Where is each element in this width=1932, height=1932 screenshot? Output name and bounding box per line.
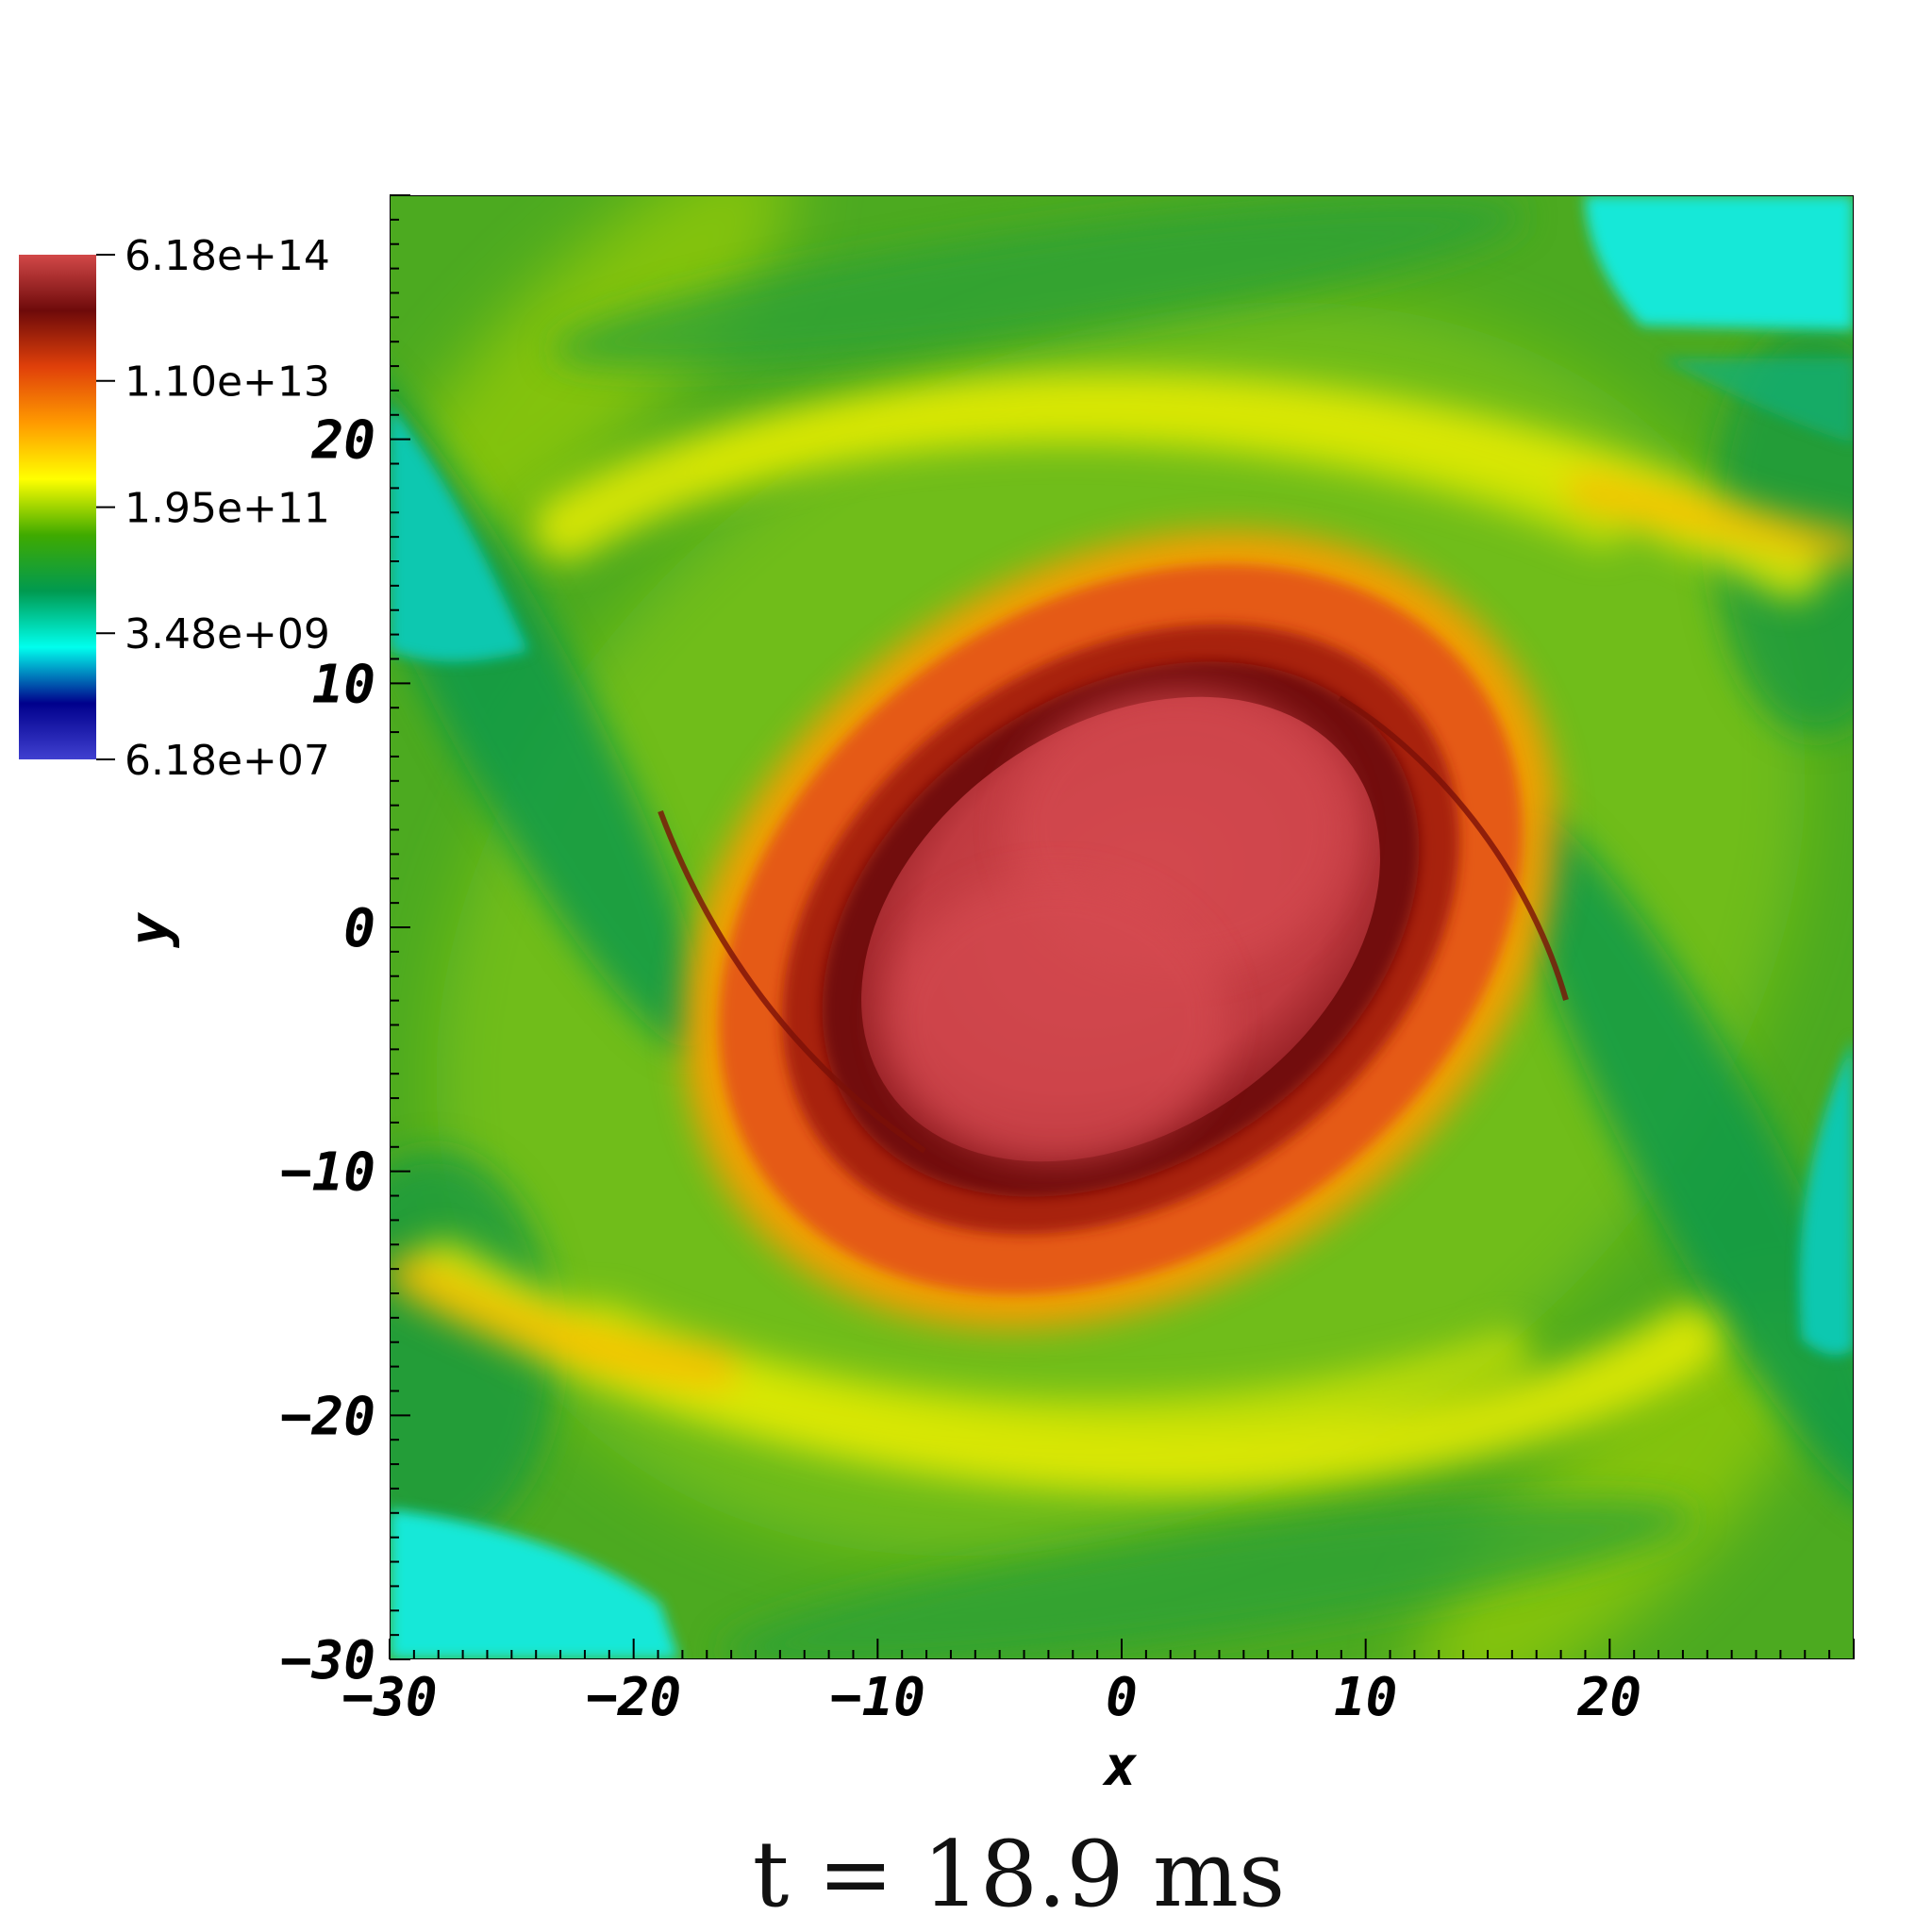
colorbar-tick-label: 6.18e+14 (125, 232, 330, 280)
shock-fronts (658, 695, 1569, 1154)
y-tick-label: −20 (280, 1386, 375, 1447)
x-axis-title: x (1102, 1734, 1138, 1798)
axes: −30 −20 −10 0 10 20 −30 −20 −10 0 10 20 x y (117, 194, 1855, 1798)
y-axis-title: y (117, 911, 181, 948)
colorbar: 6.18e+14 1.10e+13 1.95e+11 3.48e+09 6.18e+07 (19, 232, 330, 785)
dense-core (861, 689, 1380, 1162)
y-tick-label: 0 (343, 898, 375, 959)
low-density-regions (390, 195, 1854, 1659)
x-tick-label: 20 (1577, 1667, 1641, 1728)
colorbar-tick-label: 1.10e+13 (125, 358, 330, 407)
colorbar-bar (19, 255, 96, 759)
y-tick-label: 10 (312, 654, 375, 715)
time-annotation: t = 18.9 ms (753, 1822, 1286, 1927)
y-tick-label: −30 (280, 1630, 375, 1691)
x-tick-label: −30 (341, 1667, 437, 1728)
plot-area (390, 195, 1854, 1659)
yellow-spiral-arms (390, 372, 1854, 1493)
colorbar-ticks: 6.18e+14 1.10e+13 1.95e+11 3.48e+09 6.18e+07 (96, 232, 330, 785)
colorbar-tick-label: 1.95e+11 (125, 485, 330, 533)
x-tick-label: −20 (586, 1667, 681, 1728)
colorbar-tick-label: 3.48e+09 (125, 610, 330, 658)
y-tick-label: 20 (311, 410, 375, 472)
x-tick-label: 10 (1334, 1667, 1397, 1728)
x-tick-label: −10 (830, 1667, 925, 1728)
colorbar-tick-label: 6.18e+07 (125, 737, 330, 785)
x-tick-label: 0 (1106, 1667, 1138, 1728)
y-tick-label: −10 (280, 1142, 375, 1204)
